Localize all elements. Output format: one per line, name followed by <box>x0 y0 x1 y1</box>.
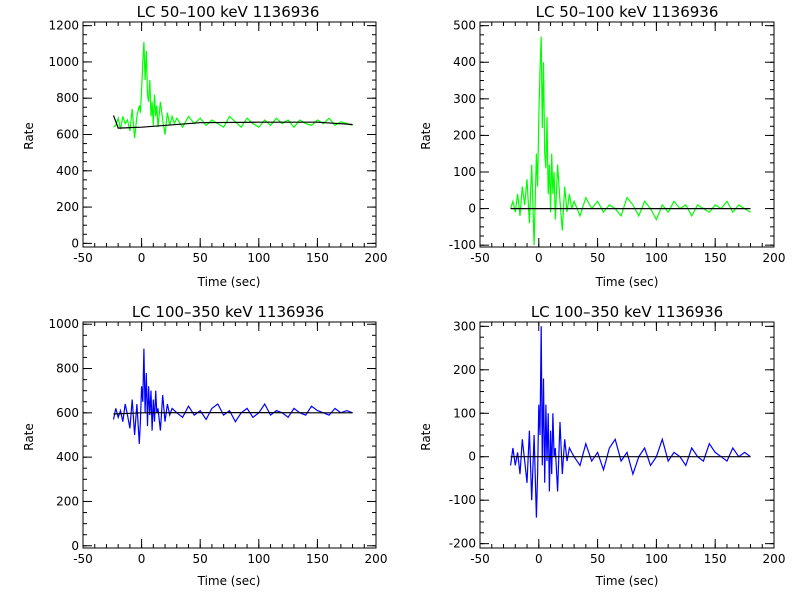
x-tick-label: 200 <box>365 251 388 265</box>
y-tick-label: 200 <box>56 494 79 508</box>
y-axis-label: Rate <box>419 423 433 451</box>
x-axis-label: Time (sec) <box>197 574 261 588</box>
x-tick-label: 50 <box>590 552 605 566</box>
background-fit-line <box>113 412 353 415</box>
background-fit-line <box>112 115 353 129</box>
y-tick-label: 100 <box>453 406 476 420</box>
x-tick-label: 150 <box>306 251 329 265</box>
y-tick-label: 300 <box>453 319 476 333</box>
y-axis-label: Rate <box>419 122 433 150</box>
light-curve-line <box>510 326 751 518</box>
x-tick-label: 100 <box>247 552 270 566</box>
panel-title: LC 50–100 keV 1136936 <box>536 3 719 21</box>
x-tick-label: 200 <box>763 552 786 566</box>
x-tick-label: 150 <box>306 552 329 566</box>
y-tick-label: -200 <box>449 537 476 551</box>
x-tick-label: 0 <box>138 251 146 265</box>
x-tick-label: -50 <box>470 552 490 566</box>
y-axis-label: Rate <box>22 122 36 150</box>
y-tick-label: 1000 <box>48 55 79 69</box>
y-tick-label: -100 <box>449 238 476 252</box>
x-tick-label: 0 <box>535 552 543 566</box>
plot-area <box>479 321 775 549</box>
light-curve-line <box>510 36 751 246</box>
x-tick-label: 200 <box>763 251 786 265</box>
y-tick-label: -100 <box>449 493 476 507</box>
y-tick-label: 600 <box>56 128 79 142</box>
panel-top-right: LC 50–100 keV 1136936 -50 0 50 100 150 200 -10… <box>419 3 785 289</box>
x-tick-label: 0 <box>535 251 543 265</box>
panel-bottom-right: LC 100–350 keV 1136936 -50 0 50 100 150 200 -2… <box>419 303 785 588</box>
x-tick-label: 0 <box>138 552 146 566</box>
x-tick-label: 100 <box>645 552 668 566</box>
y-tick-label: 400 <box>56 164 79 178</box>
y-axis-label: Rate <box>22 423 36 451</box>
panel-top-left: LC 50–100 keV 1136936 -50 0 50 100 150 200020… <box>22 3 387 289</box>
y-tick-label: 200 <box>56 200 79 214</box>
x-tick-label: 50 <box>193 552 208 566</box>
plot-area <box>82 21 377 248</box>
y-tick-label: 500 <box>453 19 476 33</box>
light-curve-line <box>113 41 353 139</box>
panel-bottom-left: LC 100–350 keV 1136936 -50 0 50 100 150 20002… <box>22 303 387 588</box>
y-tick-label: 600 <box>56 406 79 420</box>
y-tick-label: 400 <box>453 55 476 69</box>
y-tick-label: 800 <box>56 362 79 376</box>
y-tick-label: 1200 <box>48 19 79 33</box>
x-tick-label: 100 <box>247 251 270 265</box>
y-tick-label: 0 <box>71 236 79 250</box>
y-tick-label: 200 <box>453 363 476 377</box>
y-tick-label: 400 <box>56 450 79 464</box>
x-axis-label: Time (sec) <box>197 275 261 289</box>
y-tick-label: 200 <box>453 128 476 142</box>
panel-title: LC 100–350 keV 1136936 <box>132 303 324 321</box>
y-tick-label: 300 <box>453 92 476 106</box>
y-tick-label: 0 <box>468 450 476 464</box>
x-axis-label: Time (sec) <box>595 275 659 289</box>
x-tick-label: 150 <box>704 251 727 265</box>
x-tick-label: 50 <box>193 251 208 265</box>
x-tick-label: -50 <box>470 251 490 265</box>
x-tick-label: 200 <box>365 552 388 566</box>
y-tick-label: 0 <box>468 202 476 216</box>
y-tick-label: 100 <box>453 165 476 179</box>
light-curve-line <box>112 348 353 444</box>
x-tick-label: -50 <box>73 552 93 566</box>
x-tick-label: -50 <box>73 251 93 265</box>
plot-area <box>82 321 377 549</box>
panel-title: LC 100–350 keV 1136936 <box>531 303 723 321</box>
plot-area <box>479 21 775 248</box>
x-tick-label: 100 <box>645 251 668 265</box>
x-tick-label: 50 <box>590 251 605 265</box>
panel-title: LC 50–100 keV 1136936 <box>137 3 320 21</box>
x-tick-label: 150 <box>704 552 727 566</box>
y-tick-label: 0 <box>71 539 79 553</box>
x-axis-label: Time (sec) <box>595 574 659 588</box>
y-tick-label: 1000 <box>48 317 79 331</box>
y-tick-label: 800 <box>56 91 79 105</box>
